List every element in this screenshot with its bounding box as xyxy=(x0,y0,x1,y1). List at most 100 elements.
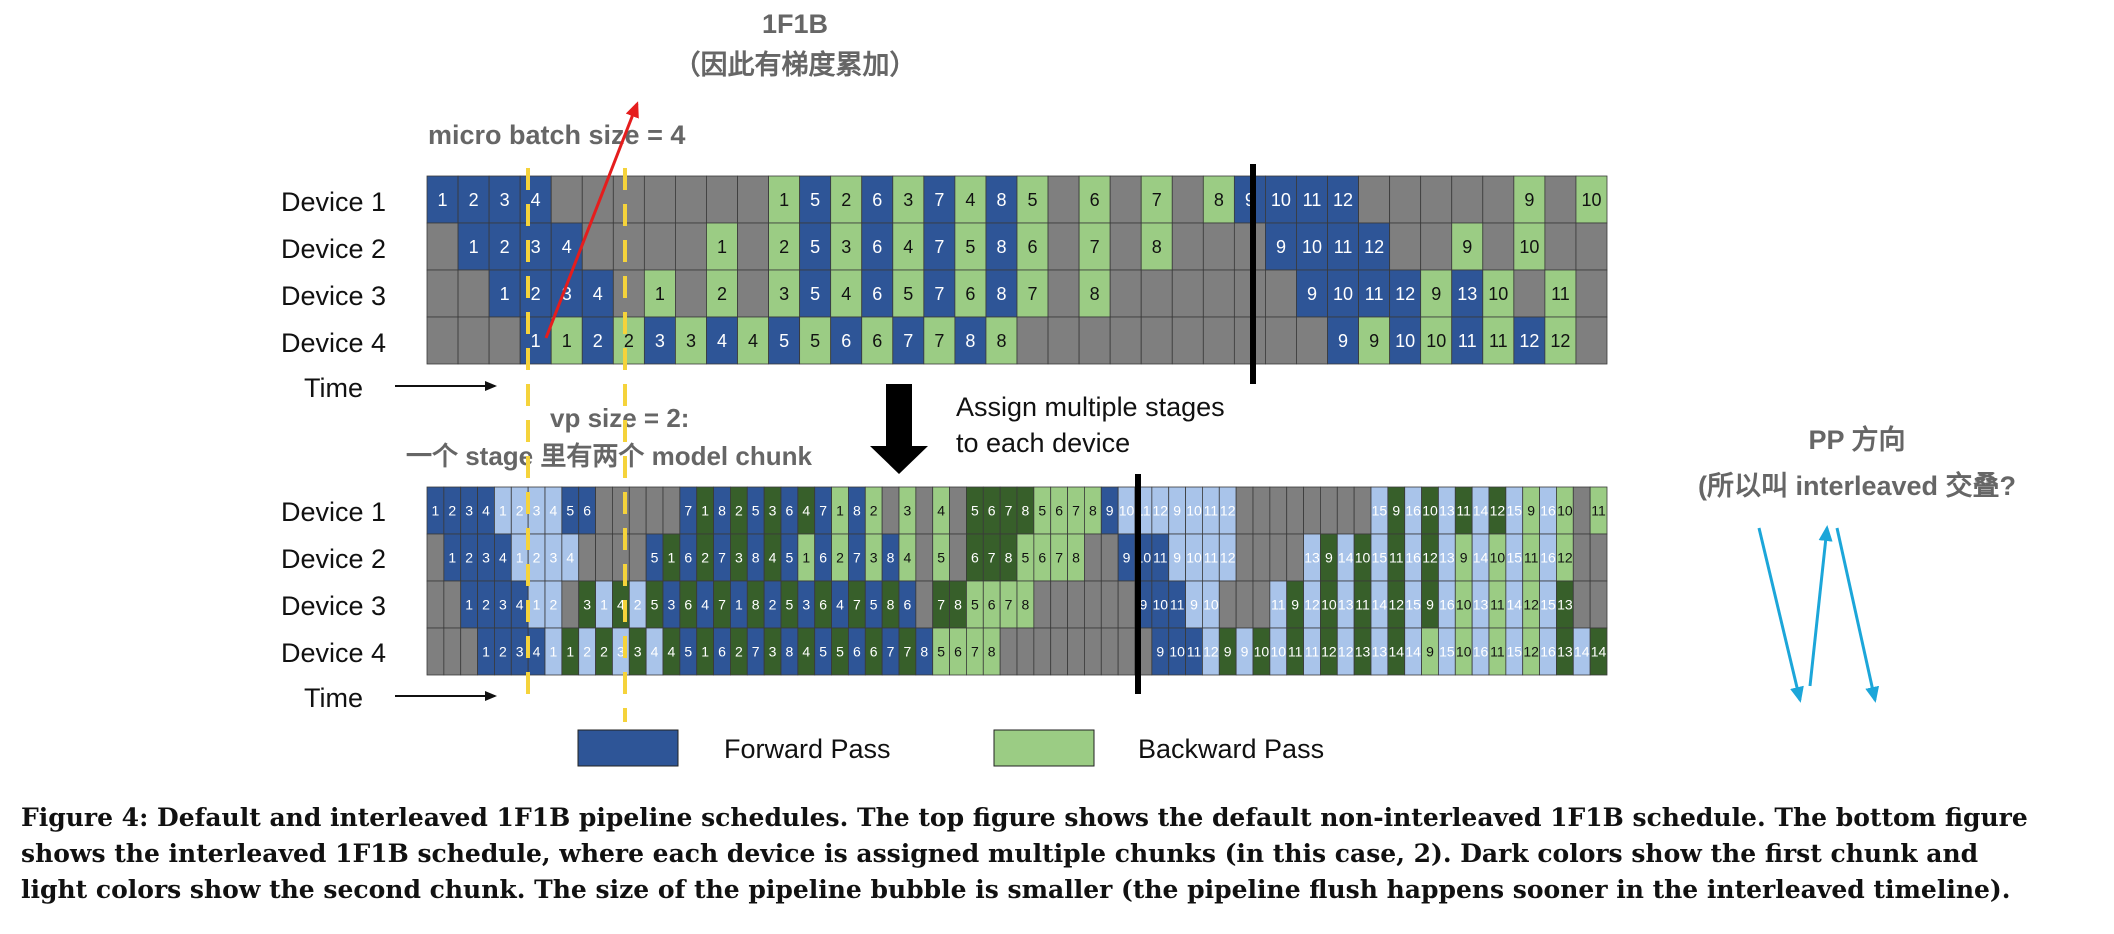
bottom-cell-label: 12 xyxy=(1220,550,1236,566)
top-cell-label: 1 xyxy=(779,190,789,210)
top-cell-backward xyxy=(1358,316,1391,365)
bottom-cell-label: 8 xyxy=(1022,597,1030,613)
top-cell-label: 8 xyxy=(996,237,1006,257)
top-cell-idle xyxy=(643,222,676,271)
top-cell-label: 12 xyxy=(1550,331,1570,351)
top-device-1-label: Device 1 xyxy=(281,187,386,217)
bottom-cell-label: 14 xyxy=(1574,644,1590,660)
top-cell-label: 5 xyxy=(810,190,820,210)
top-cell-label: 8 xyxy=(1090,284,1100,304)
bottom-cell-idle xyxy=(1252,580,1271,629)
bottom-cell-label: 12 xyxy=(1389,597,1405,613)
bottom-cell-label: 9 xyxy=(1291,597,1299,613)
top-cell-idle xyxy=(1202,269,1235,318)
bottom-cell-label: 2 xyxy=(499,644,507,660)
bottom-cell-label: 4 xyxy=(482,503,490,519)
assign-down-arrow xyxy=(870,384,928,474)
bottom-cell-label: 9 xyxy=(1392,503,1400,519)
top-cell-backward xyxy=(1482,316,1515,365)
bottom-device-4-label: Device 4 xyxy=(281,638,386,668)
top-cell-label: 13 xyxy=(1457,284,1477,304)
top-cell-label: 5 xyxy=(779,331,789,351)
bottom-cell-label: 10 xyxy=(1254,644,1270,660)
bottom-cell-idle xyxy=(662,486,681,535)
bottom-cell-label: 8 xyxy=(853,503,861,519)
top-cell-forward xyxy=(1358,222,1391,271)
bottom-cell-label: 16 xyxy=(1405,503,1421,519)
top-cell-label: 2 xyxy=(841,190,851,210)
bottom-cell-idle xyxy=(1286,486,1304,535)
bottom-cell-idle xyxy=(1235,486,1254,535)
top-cell-idle xyxy=(737,222,769,271)
top-cell-label: 1 xyxy=(531,331,541,351)
interleaved-note: (所以叫 interleaved 交叠? xyxy=(1698,470,2016,501)
bottom-cell-label: 4 xyxy=(701,597,709,613)
bottom-cell-label: 15 xyxy=(1507,503,1523,519)
bottom-cell-backward-chunk1 xyxy=(1589,627,1608,676)
bottom-cell-label: 9 xyxy=(1224,644,1232,660)
bottom-cell-label: 4 xyxy=(516,597,524,613)
top-cell-backward xyxy=(1078,175,1111,224)
bottom-cell-idle xyxy=(1572,533,1591,582)
bottom-cell-idle xyxy=(628,533,647,582)
top-cell-label: 2 xyxy=(531,284,541,304)
top-cell-idle xyxy=(1575,222,1608,271)
bottom-cell-label: 6 xyxy=(988,597,996,613)
bottom-cell-label: 12 xyxy=(1304,597,1320,613)
bottom-device-2-label: Device 2 xyxy=(281,544,386,574)
top-cell-label: 11 xyxy=(1489,331,1508,351)
top-cell-label: 2 xyxy=(717,284,727,304)
bottom-cell-idle xyxy=(1050,627,1068,676)
top-cell-backward xyxy=(1078,269,1111,318)
bottom-cell-label: 5 xyxy=(819,644,827,660)
bottom-cell-label: 10 xyxy=(1456,597,1472,613)
top-cell-forward xyxy=(1389,269,1422,318)
bottom-cell-label: 11 xyxy=(1187,644,1202,660)
top-cell-label: 10 xyxy=(1333,284,1353,304)
bottom-cell-label: 4 xyxy=(836,597,844,613)
bottom-cell-idle xyxy=(1033,627,1052,676)
top-cell-backward xyxy=(1420,269,1453,318)
bottom-cell-label: 8 xyxy=(1089,503,1097,519)
bottom-cell-label: 9 xyxy=(1173,550,1181,566)
bottom-cell-label: 16 xyxy=(1540,503,1556,519)
bottom-cell-label: 3 xyxy=(617,644,625,660)
bottom-cell-label: 12 xyxy=(1557,550,1573,566)
top-cell-backward xyxy=(1544,316,1577,365)
bottom-cell-idle xyxy=(1320,486,1338,535)
bottom-cell-label: 7 xyxy=(718,550,726,566)
cyan-arrow-down-right xyxy=(1835,527,1880,703)
assign-stages-line1: Assign multiple stages xyxy=(956,392,1225,422)
top-cell-idle xyxy=(612,269,645,318)
top-cell-label: 2 xyxy=(500,237,510,257)
bottom-device-3-label: Device 3 xyxy=(281,591,386,621)
bottom-cell-label: 11 xyxy=(1389,550,1404,566)
top-cell-backward xyxy=(830,222,863,271)
bottom-cell-label: 7 xyxy=(684,503,692,519)
top-cell-idle xyxy=(1265,316,1297,365)
bottom-cell-label: 9 xyxy=(1325,550,1333,566)
bottom-cell-label: 1 xyxy=(701,644,709,660)
bottom-cell-label: 11 xyxy=(1355,597,1370,613)
top-cell-idle xyxy=(612,175,645,224)
bottom-cell-label: 1 xyxy=(482,644,490,660)
top-cell-label: 10 xyxy=(1271,190,1291,210)
bottom-cell-idle xyxy=(578,533,596,582)
top-cell-label: 9 xyxy=(1338,331,1348,351)
pp-direction-label: PP 方向 xyxy=(1808,424,1905,455)
bottom-cell-label: 10 xyxy=(1186,550,1202,566)
top-cell-backward xyxy=(768,222,801,271)
bottom-cell-label: 3 xyxy=(769,644,777,660)
caption-line-3: light colors show the second chunk. The … xyxy=(21,875,2011,904)
bottom-cell-label: 4 xyxy=(668,644,676,660)
top-cell-forward xyxy=(519,175,552,224)
top-cell-label: 6 xyxy=(1090,190,1100,210)
bottom-cell-label: 5 xyxy=(651,550,659,566)
bottom-cell-label: 3 xyxy=(769,503,777,519)
bottom-cell-label: 7 xyxy=(937,597,945,613)
bottom-cell-label: 15 xyxy=(1507,644,1523,660)
bottom-cell-label: 9 xyxy=(1123,550,1131,566)
bottom-cell-label: 4 xyxy=(904,550,912,566)
top-cell-label: 9 xyxy=(1307,284,1317,304)
top-cell-label: 7 xyxy=(934,237,944,257)
